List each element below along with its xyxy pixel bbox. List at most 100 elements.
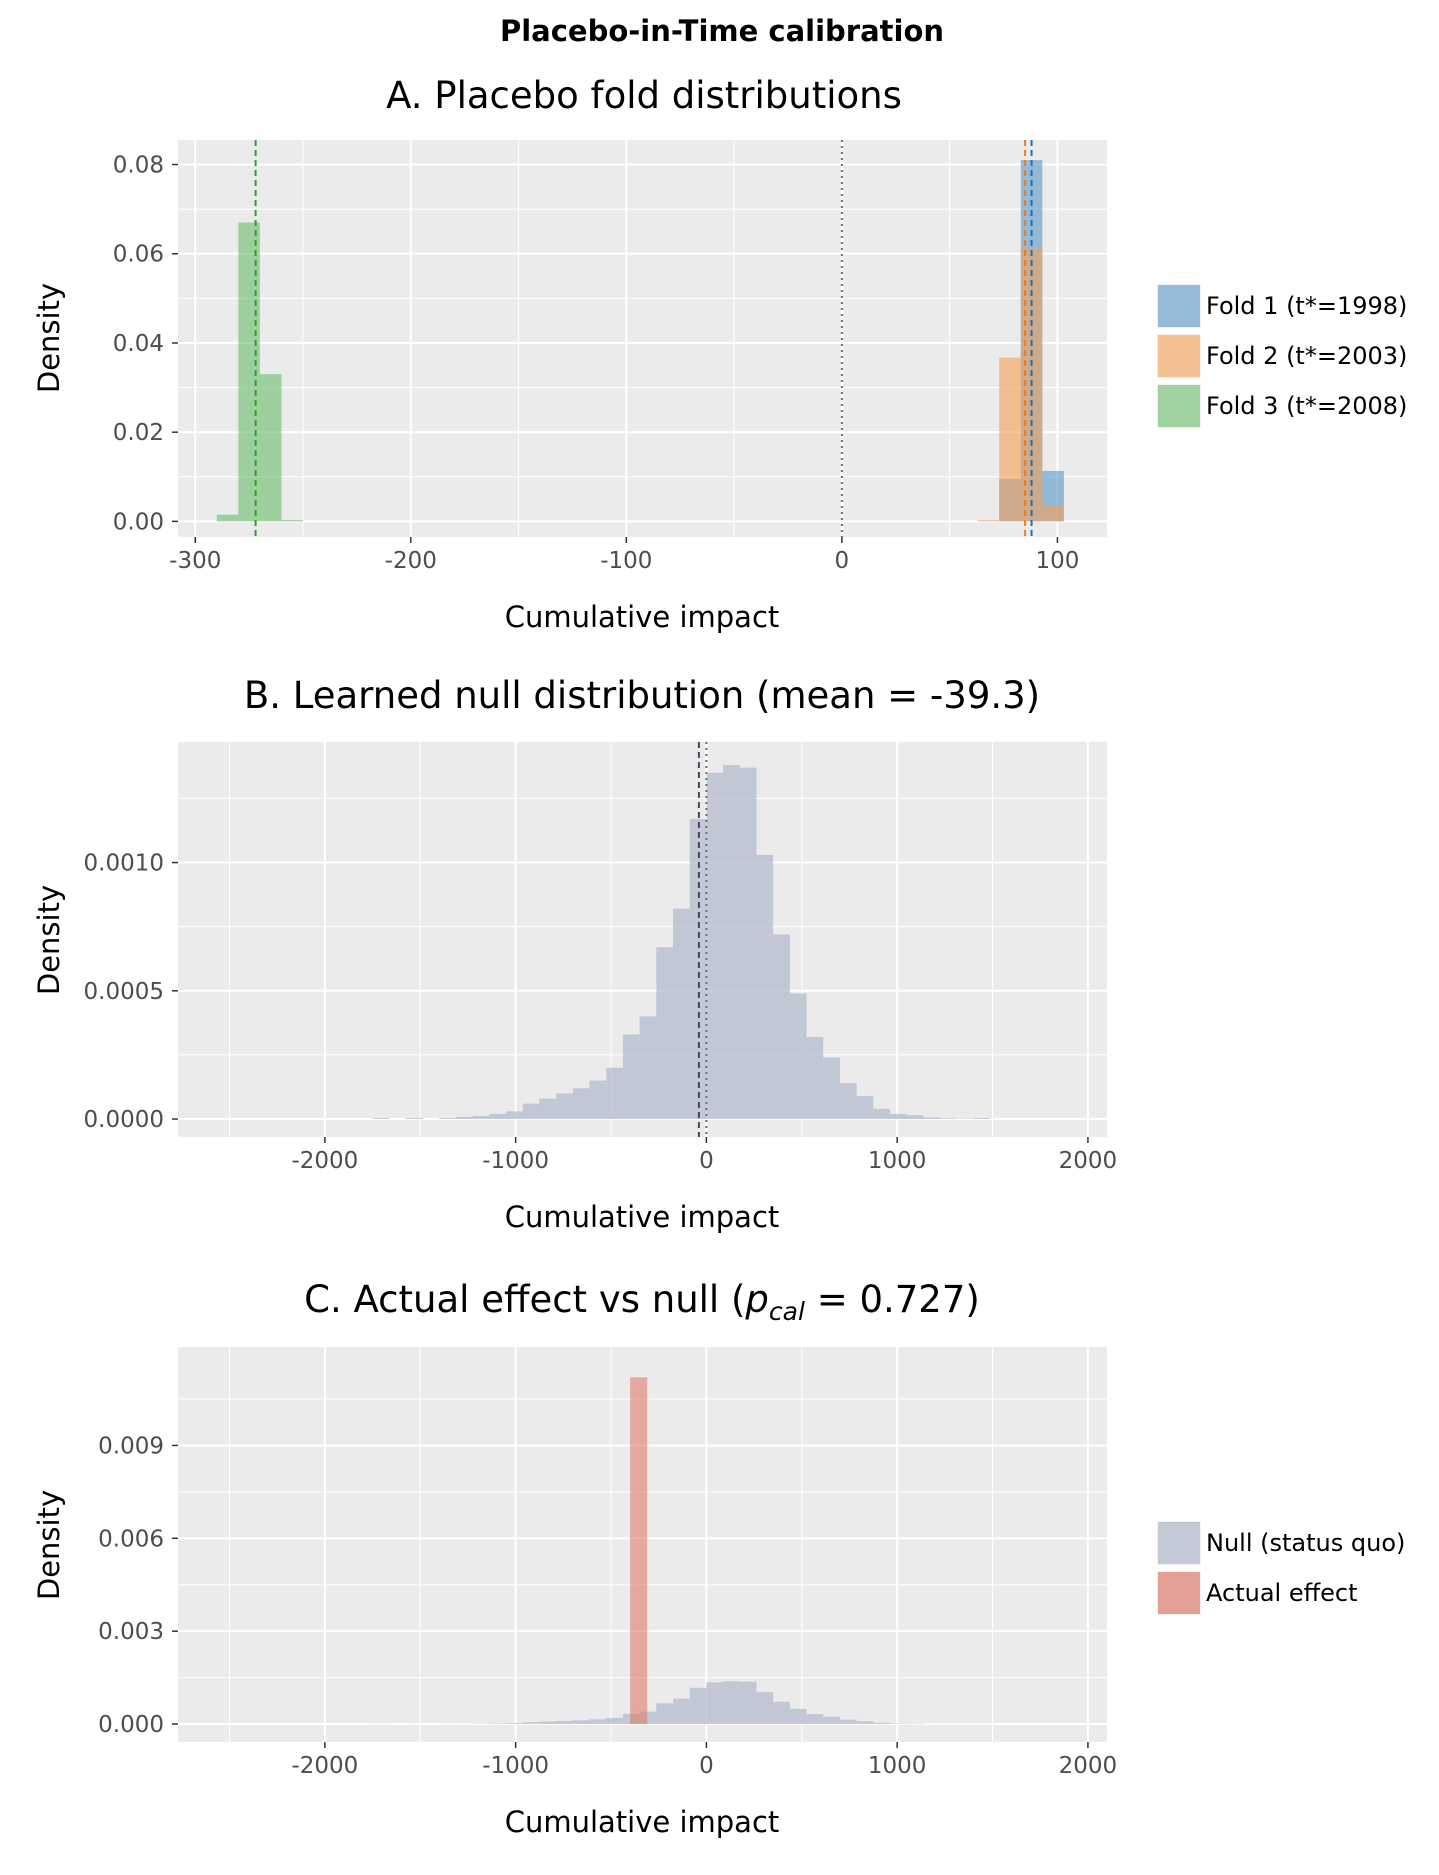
panel-c-y-label: Density xyxy=(32,1490,66,1600)
x-tick-label: 2000 xyxy=(1059,1753,1118,1779)
legend-label: Fold 1 (t*=1998) xyxy=(1206,292,1407,320)
panel-c-x-ticks: -2000 -1000 0 1000 2000 xyxy=(291,1742,1117,1779)
panel-a-y-label: Density xyxy=(32,283,66,393)
y-tick-label: 0.0010 xyxy=(84,851,164,877)
panel-a-title: A. Placebo fold distributions xyxy=(386,74,902,117)
legend-swatch xyxy=(1158,385,1200,427)
null-bar xyxy=(506,1111,523,1120)
x-tick-label: 1000 xyxy=(868,1148,927,1174)
legend-label: Fold 2 (t*=2003) xyxy=(1206,342,1407,370)
x-tick-label: -2000 xyxy=(291,1753,358,1779)
panel-c-y-ticks: 0.000 0.003 0.006 0.009 xyxy=(98,1433,178,1738)
null-bar xyxy=(806,1036,824,1120)
fold-2-bar xyxy=(1042,505,1064,522)
null-bar xyxy=(856,1095,874,1120)
null-bar xyxy=(723,1681,740,1725)
null-bar xyxy=(522,1722,540,1725)
null-bar xyxy=(890,1113,907,1120)
legend-swatch xyxy=(1158,1522,1200,1564)
null-bar xyxy=(739,1681,757,1725)
x-tick-label: -2000 xyxy=(291,1148,358,1174)
fold-3-bar xyxy=(281,520,304,522)
null-bar xyxy=(723,765,740,1120)
null-bar xyxy=(522,1103,540,1120)
fold-3-bar xyxy=(238,222,260,522)
y-tick-label: 0.08 xyxy=(113,153,164,179)
null-bar xyxy=(456,1116,473,1120)
null-bar xyxy=(673,1698,690,1725)
y-tick-label: 0.04 xyxy=(113,331,164,357)
y-tick-label: 0.009 xyxy=(98,1433,164,1459)
panel-b-lines xyxy=(697,742,708,1137)
null-bar xyxy=(572,1088,590,1120)
panel-a-lines xyxy=(254,140,1033,537)
null-bar xyxy=(873,1108,891,1120)
null-bar xyxy=(606,1067,623,1120)
null-bar xyxy=(572,1720,590,1725)
null-bar xyxy=(973,1118,991,1120)
y-tick-label: 0.0005 xyxy=(84,979,164,1005)
null-bar xyxy=(940,1118,957,1120)
panel-b-x-label: Cumulative impact xyxy=(505,1200,780,1234)
x-tick-label: 0 xyxy=(699,1148,714,1174)
panel-b: B. Learned null distribution (mean = -39… xyxy=(32,674,1117,1234)
figure-title: Placebo-in-Time calibration xyxy=(500,14,944,48)
x-tick-label: 2000 xyxy=(1059,1148,1118,1174)
null-bar xyxy=(823,1057,840,1120)
null-bar xyxy=(923,1117,941,1120)
null-bar xyxy=(706,1682,724,1725)
null-bar xyxy=(689,1687,707,1725)
null-bar xyxy=(472,1115,490,1120)
null-bar xyxy=(673,908,690,1120)
y-tick-label: 0.003 xyxy=(98,1619,164,1645)
legend-swatch xyxy=(1158,335,1200,377)
null-bar xyxy=(856,1721,874,1725)
null-bar xyxy=(539,1098,557,1120)
legend-label: Fold 3 (t*=2008) xyxy=(1206,392,1407,420)
panel-a: A. Placebo fold distributions -300 -200 -1… xyxy=(32,74,1407,634)
y-tick-label: 0.00 xyxy=(113,509,164,535)
y-tick-label: 0.000 xyxy=(98,1712,164,1738)
fold-3-bar xyxy=(216,514,239,522)
legend-label: Null (status quo) xyxy=(1206,1529,1405,1557)
null-bar xyxy=(489,1113,507,1120)
null-bar xyxy=(873,1722,891,1725)
null-bar xyxy=(506,1723,523,1725)
panel-b-title: B. Learned null distribution (mean = -39… xyxy=(244,674,1040,717)
legend-swatch xyxy=(1158,285,1200,327)
null-bar xyxy=(589,1719,607,1725)
y-tick-label: 0.0000 xyxy=(84,1107,164,1133)
null-bar xyxy=(639,1016,657,1120)
panel-c-title-suffix: = 0.727) xyxy=(805,1278,980,1321)
y-tick-label: 0.006 xyxy=(98,1526,164,1552)
null-bar xyxy=(956,1118,974,1120)
null-bar xyxy=(739,767,757,1120)
panel-b-x-ticks: -2000 -1000 0 1000 2000 xyxy=(291,1137,1117,1174)
panel-a-x-label: Cumulative impact xyxy=(505,600,780,634)
panel-c-title-prefix: C. Actual effect vs null ( xyxy=(304,1278,745,1321)
panel-c-legend: Null (status quo) Actual effect xyxy=(1157,1521,1405,1615)
null-bar xyxy=(890,1723,907,1725)
x-tick-label: -200 xyxy=(385,548,437,574)
actual-effect-bar xyxy=(630,1377,648,1725)
x-tick-label: 0 xyxy=(835,548,850,574)
x-tick-label: -1000 xyxy=(482,1148,549,1174)
null-bar xyxy=(773,934,790,1120)
panel-a-plot-area xyxy=(178,140,1107,537)
null-bar xyxy=(806,1714,824,1725)
null-bar xyxy=(689,818,707,1120)
x-tick-label: -100 xyxy=(600,548,652,574)
null-bar xyxy=(372,1118,390,1120)
y-tick-label: 0.06 xyxy=(113,242,164,268)
panel-b-y-ticks: 0.0000 0.0005 0.0010 xyxy=(84,851,178,1133)
null-bar xyxy=(789,993,807,1120)
x-tick-label: -1000 xyxy=(482,1753,549,1779)
fold-3-bar xyxy=(259,374,282,522)
fold-2-bar xyxy=(977,520,1000,522)
y-tick-label: 0.02 xyxy=(113,420,164,446)
x-tick-label: -300 xyxy=(169,548,221,574)
null-bar xyxy=(489,1723,507,1725)
null-bar xyxy=(656,1703,674,1725)
panel-c-title-sub: cal xyxy=(769,1297,805,1326)
